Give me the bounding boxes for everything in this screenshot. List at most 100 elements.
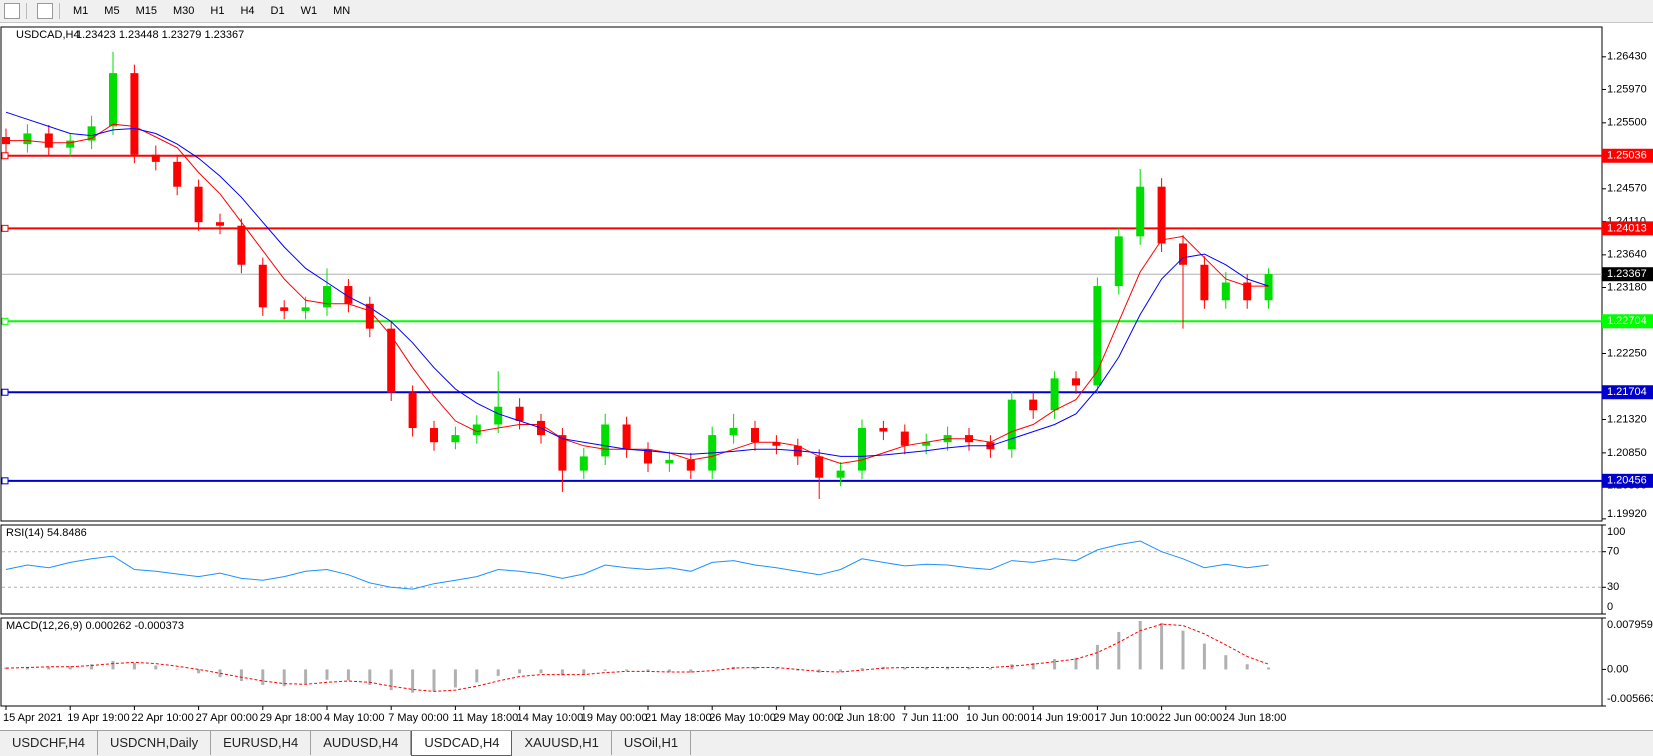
symbol-tab[interactable]: EURUSD,H4 [211,731,312,755]
candle-body [301,307,310,311]
separator [26,3,27,19]
candle-body [451,435,460,443]
candle-body [387,328,396,393]
timeframe-button[interactable]: M5 [104,5,120,17]
timeframe-button[interactable]: M30 [172,5,195,17]
symbol-tab[interactable]: USOil,H1 [612,731,692,755]
symbol-tab[interactable]: USDCNH,Daily [98,731,212,755]
y-tick-label: 1.20850 [1607,447,1647,459]
x-tick-label: 24 Jun 18:00 [1223,712,1287,724]
candle-body [472,424,481,436]
candle-body [280,307,289,311]
candle-body [665,459,674,464]
symbol-tab[interactable]: XAUUSD,H1 [512,731,612,755]
panel-frame [0,524,1603,615]
timeframe-button[interactable]: D1 [270,5,285,17]
x-tick-label: 11 May 18:00 [452,712,518,724]
y-tick-label: 1.26430 [1607,51,1647,63]
candle-body [622,424,631,450]
x-tick-label: 2 Jun 18:00 [838,712,896,724]
tool-icon[interactable] [37,3,53,19]
timeframe-button[interactable]: M1 [73,5,89,17]
candle-body [686,459,695,471]
x-tick-label: 26 May 10:00 [709,712,776,724]
x-tick-label: 14 Jun 19:00 [1030,712,1094,724]
x-tick-label: 10 Jun 00:00 [966,712,1030,724]
panel-frame [0,617,1603,707]
level-tag [1602,221,1653,236]
tool-icon[interactable] [4,3,20,19]
candle-body [1200,264,1209,301]
candle-body [494,406,503,425]
level-label: 1.21704 [1607,386,1647,398]
level-label: 1.22704 [1607,315,1647,327]
level-tag [1602,148,1653,163]
candle-body [900,431,909,446]
y-tick-label: 30 [1607,581,1619,593]
candle-body [365,303,374,329]
last-price-tag [1602,267,1653,282]
candle-body [579,456,588,471]
candle-body [815,456,824,478]
x-tick-label: 19 May 00:00 [581,712,648,724]
candle-body [194,186,203,223]
panel-title: RSI(14) 54.8486 [6,527,87,539]
candle-body [858,428,866,471]
x-tick-label: 15 Apr 2021 [3,712,62,724]
candle-body [1264,274,1273,301]
level-handle [1,477,9,485]
separator [59,3,60,19]
x-tick-label: 7 May 00:00 [388,712,449,724]
candle-body [1136,186,1145,237]
chart-window: USDCAD,H4 1.26430 1.25970 1.25500 1.24570 1.2… [0,23,1653,730]
candle-body [66,140,75,148]
x-tick-label: 22 Jun 00:00 [1159,712,1223,724]
x-tick-label: 14 May 10:00 [517,712,584,724]
candle-body [729,428,738,436]
x-tick-label: 29 Apr 18:00 [260,712,322,724]
candle-body [216,222,224,226]
candle-body [323,286,331,308]
x-tick-label: 21 May 18:00 [645,712,712,724]
candle-body [1243,282,1252,301]
candle-body [1007,399,1016,450]
timeframe-button[interactable]: M15 [135,5,157,17]
candle-body [1114,236,1123,287]
candle-body [751,428,759,443]
candle-body [258,264,267,308]
symbol-tab[interactable]: AUDUSD,H4 [311,731,412,755]
candle-body [23,133,32,145]
symbol-tab[interactable]: USDCAD,H4 [411,731,513,756]
timeframe-button[interactable]: H1 [210,5,225,17]
x-tick-label: 17 Jun 10:00 [1094,712,1158,724]
y-tick-label: -0.005663 [1607,693,1653,705]
y-tick-label: 1.19920 [1607,508,1647,520]
candle-body [1093,286,1102,386]
x-tick-label: 27 Apr 00:00 [196,712,258,724]
panel-title: USDCAD,H4 [16,29,80,41]
tab-bar: USDCHF,H4 USDCNH,Daily EURUSD,H4 AUDUSD,H4 U… [0,730,1653,756]
candle-body [130,73,139,155]
candle-body [1157,186,1166,244]
candle-body [1179,243,1187,265]
candle-body [430,428,438,443]
timeframe-button[interactable]: H4 [240,5,255,17]
panel-title: MACD(12,26,9) 0.000262 -0.000373 [6,620,184,632]
candle-body [1050,378,1059,411]
x-tick-label: 29 May 00:00 [773,712,840,724]
y-tick-label: 1.24570 [1607,183,1647,195]
candle-body [836,470,845,478]
symbol-tab[interactable]: USDCHF,H4 [0,731,98,755]
timeframe-button[interactable]: MN [333,5,351,17]
candle-body [772,442,781,446]
timeframe-button[interactable]: W1 [300,5,318,17]
candle-body [173,161,182,187]
candle-body [1072,378,1080,386]
level-tag [1602,314,1653,329]
candle-body [879,428,888,432]
level-label: 1.25036 [1607,150,1647,162]
y-tick-label: 1.21320 [1607,413,1647,425]
moving-average [6,123,1269,465]
signal-line [5,623,1269,692]
